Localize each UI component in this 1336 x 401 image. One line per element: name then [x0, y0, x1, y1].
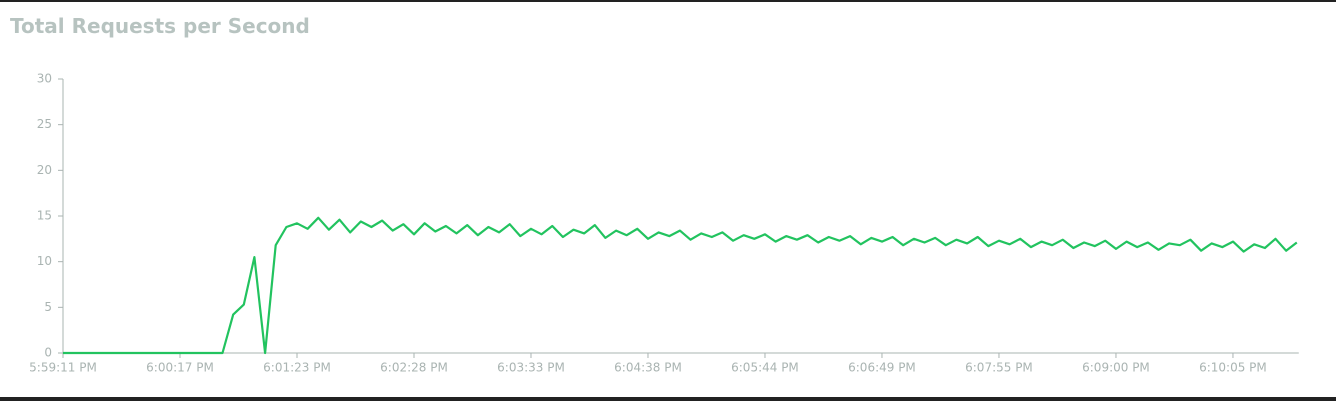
x-tick-label: 6:05:44 PM: [731, 361, 799, 375]
chart-title: Total Requests per Second: [10, 14, 310, 38]
y-tick-label: 5: [44, 300, 52, 314]
y-tick-label: 15: [37, 209, 52, 223]
y-tick-label: 25: [37, 117, 52, 131]
y-tick-label: 20: [37, 163, 52, 177]
x-tick-label: 5:59:11 PM: [29, 361, 97, 375]
y-tick-label: 0: [44, 346, 52, 360]
x-tick-label: 6:01:23 PM: [263, 361, 331, 375]
x-tick-label: 6:00:17 PM: [146, 361, 214, 375]
x-tick-label: 6:06:49 PM: [848, 361, 916, 375]
x-tick-label: 6:09:00 PM: [1082, 361, 1150, 375]
y-tick-label: 10: [37, 254, 52, 268]
x-tick-label: 6:04:38 PM: [614, 361, 682, 375]
bottom-frame: [0, 397, 1336, 401]
series-line: [63, 216, 1298, 355]
x-tick-label: 6:07:55 PM: [965, 361, 1033, 375]
top-frame: [0, 0, 1336, 2]
x-tick-label: 6:10:05 PM: [1199, 361, 1267, 375]
x-tick-label: 6:03:33 PM: [497, 361, 565, 375]
y-tick-label: 30: [37, 72, 52, 86]
x-tick-label: 6:02:28 PM: [380, 361, 448, 375]
